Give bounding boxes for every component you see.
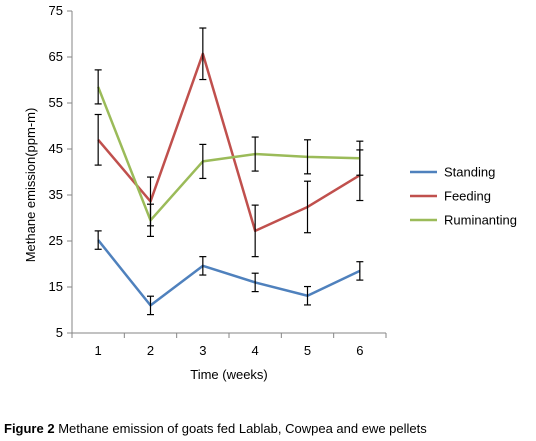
y-tick-label: 25: [49, 233, 63, 248]
x-tick-label: 3: [199, 343, 206, 358]
error-bar: [356, 261, 364, 281]
figure-caption: Figure 2 Methane emission of goats fed L…: [4, 421, 427, 436]
series-line: [97, 239, 361, 307]
series-feeding: [94, 27, 364, 258]
error-bar: [356, 140, 364, 176]
x-tick-label: 5: [304, 343, 311, 358]
y-tick-label: 75: [49, 3, 63, 18]
error-bar: [147, 203, 154, 237]
chart-legend: Standing Feeding Ruminanting: [410, 165, 517, 228]
y-tick-label: 5: [56, 325, 63, 340]
chart-axes: [67, 10, 387, 338]
y-tick-label: 35: [49, 187, 63, 202]
series-standing: [94, 230, 364, 316]
series-group: [94, 27, 364, 316]
error-bar: [94, 230, 102, 250]
error-bar: [251, 272, 259, 293]
series-line: [97, 86, 360, 222]
legend-item: Feeding: [410, 189, 491, 204]
error-bar: [304, 180, 311, 234]
caption-text: Methane emission of goats fed Lablab, Co…: [54, 421, 427, 436]
legend-label: Standing: [444, 165, 495, 180]
x-tick-label: 2: [147, 343, 154, 358]
y-tick-label: 55: [49, 95, 63, 110]
x-tick-labels: 1 2 3 4 5 6: [95, 343, 364, 358]
error-bar: [199, 256, 207, 276]
y-tick-label: 45: [49, 141, 63, 156]
y-tick-label: 15: [49, 279, 63, 294]
series-line: [97, 52, 361, 233]
y-axis-label: Methane emission(ppm-m): [23, 108, 38, 263]
error-bar: [199, 27, 207, 81]
y-tick-label: 65: [49, 49, 63, 64]
error-bar: [199, 143, 207, 180]
x-tick-label: 1: [95, 343, 102, 358]
legend-item: Standing: [410, 165, 495, 180]
error-bar: [94, 113, 102, 166]
error-bar: [304, 139, 311, 175]
series-ruminanting: [94, 69, 364, 237]
error-bar: [251, 136, 259, 172]
legend-label: Ruminanting: [444, 213, 517, 228]
error-bar: [251, 204, 259, 258]
caption-label: Figure 2: [4, 421, 55, 436]
error-bar: [147, 295, 154, 316]
error-bar: [304, 285, 311, 306]
legend-label: Feeding: [444, 189, 491, 204]
error-bar: [94, 69, 102, 105]
x-tick-label: 6: [356, 343, 363, 358]
x-axis-label: Time (weeks): [190, 367, 268, 382]
y-tick-labels: 5 15 25 35 45 55 65 75: [49, 3, 63, 340]
x-tick-label: 4: [252, 343, 259, 358]
legend-item: Ruminanting: [410, 213, 517, 228]
